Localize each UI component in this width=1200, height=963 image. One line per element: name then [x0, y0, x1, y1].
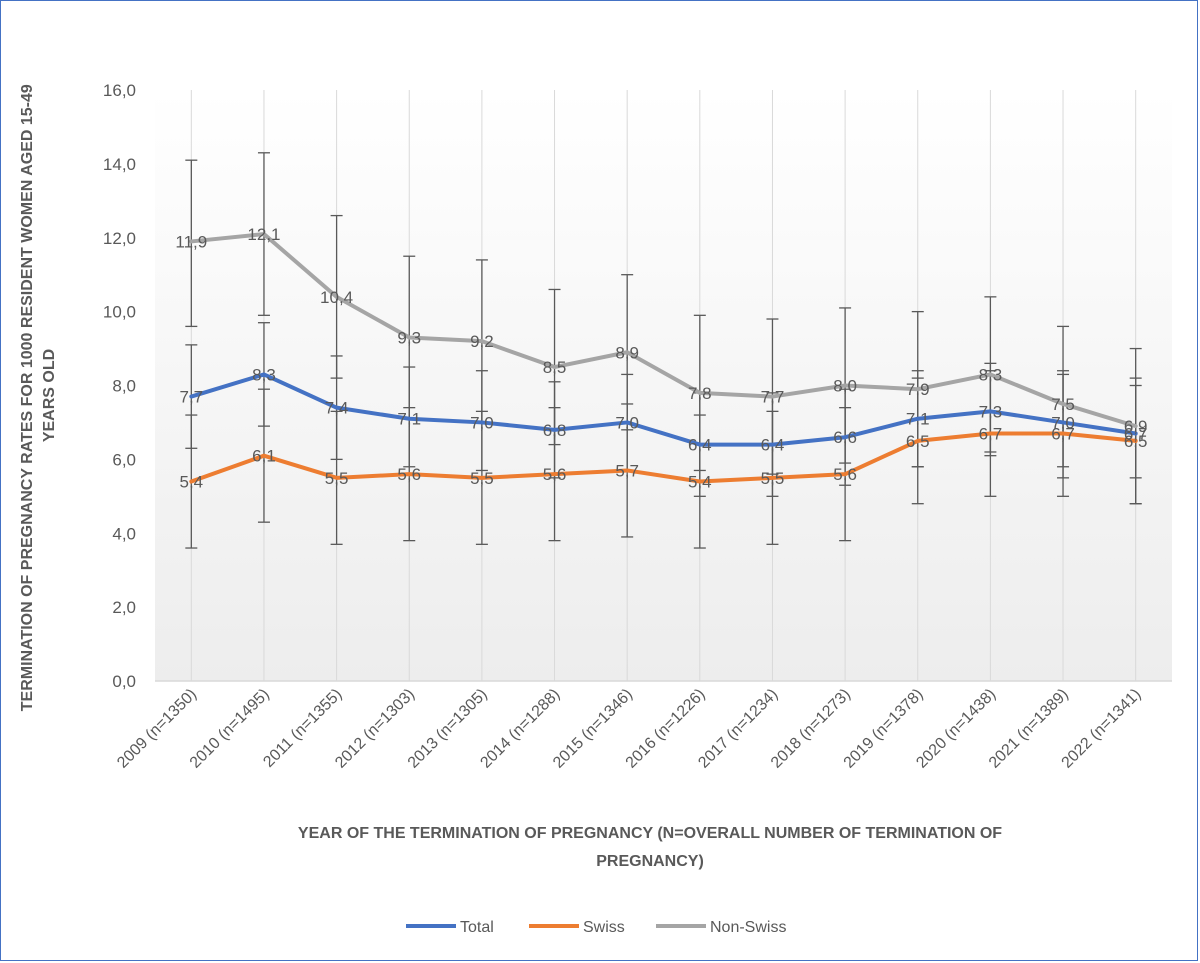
data-label-total: 6,4: [688, 436, 712, 455]
series-line-non-swiss: [189, 232, 1138, 429]
data-label-non-swiss: 7,9: [906, 380, 930, 399]
y-axis-title-line-1: TERMINATION OF PREGNANCY RATES FOR 1000 …: [19, 84, 36, 711]
legend-label-total: Total: [460, 919, 494, 936]
data-label-total: 6,6: [833, 428, 857, 447]
legend: Total Swiss Non-Swiss: [406, 919, 786, 936]
y-axis-title-line-2: YEARS OLD: [41, 349, 58, 442]
data-label-total: 6,8: [543, 421, 567, 440]
series-line-total: [189, 372, 1138, 447]
data-label-swiss: 5,4: [180, 473, 204, 492]
data-label-total: 7,0: [470, 413, 494, 432]
y-tick-label: 12,0: [103, 229, 136, 248]
data-label-swiss: 6,1: [252, 447, 276, 466]
data-label-total: 6,7: [1124, 425, 1148, 444]
data-label-total: 7,0: [615, 413, 639, 432]
data-label-swiss: 5,4: [688, 473, 712, 492]
data-label-swiss: 6,7: [1051, 425, 1075, 444]
series-line-swiss: [189, 431, 1138, 484]
data-label-non-swiss: 8,3: [979, 365, 1003, 384]
data-label-swiss: 6,5: [906, 432, 930, 451]
legend-label-swiss: Swiss: [583, 919, 625, 936]
data-label-non-swiss: 9,3: [397, 328, 421, 347]
y-axis-ticks: 0,0 2,0 4,0 6,0 8,0 10,0 12,0 14,0 16,0: [103, 81, 136, 691]
y-tick-label: 10,0: [103, 303, 136, 322]
y-tick-label: 6,0: [112, 450, 136, 469]
series-lines: [189, 232, 1138, 484]
y-tick-label: 4,0: [112, 524, 136, 543]
data-label-swiss: 5,6: [833, 465, 857, 484]
x-axis-title-line-1: YEAR OF THE TERMINATION OF PREGNANCY (N=…: [298, 825, 1002, 842]
data-label-total: 7,0: [1051, 413, 1075, 432]
data-label-total: 7,7: [180, 388, 204, 407]
y-tick-label: 16,0: [103, 81, 136, 100]
data-label-non-swiss: 8,9: [615, 343, 639, 362]
x-tick-label: 2022 (n=1341): [1059, 686, 1145, 772]
data-label-swiss: 5,6: [397, 465, 421, 484]
y-axis-title: TERMINATION OF PREGNANCY RATES FOR 1000 …: [19, 80, 58, 712]
x-axis-ticks: 2009 (n=1350)2010 (n=1495)2011 (n=1355)2…: [114, 686, 1144, 772]
y-tick-label: 0,0: [112, 672, 136, 691]
data-label-non-swiss: 10,4: [320, 288, 353, 307]
y-tick-label: 14,0: [103, 155, 136, 174]
data-label-swiss: 6,7: [979, 425, 1003, 444]
data-label-swiss: 5,5: [761, 469, 785, 488]
data-label-swiss: 6,5: [1124, 432, 1148, 451]
data-label-total: 7,1: [397, 410, 421, 429]
data-labels: 7,78,37,47,1 7,0 6,8 7,06,4 6,4 6,67,1 7,37,06…: [175, 225, 1147, 491]
data-label-swiss: 5,6: [543, 465, 567, 484]
data-label-non-swiss: 11,9: [175, 232, 207, 251]
data-label-non-swiss: 7,7: [761, 388, 785, 407]
plot-area: [155, 90, 1172, 681]
data-label-non-swiss: 8,0: [833, 377, 857, 396]
data-label-non-swiss: 9,2: [470, 332, 494, 351]
legend-label-non-swiss: Non-Swiss: [710, 919, 786, 936]
data-label-total: 7,4: [325, 399, 349, 418]
data-label-total: 7,3: [979, 402, 1003, 421]
data-label-total: 6,4: [761, 436, 785, 455]
data-label-non-swiss: 12,1: [247, 225, 280, 244]
y-tick-label: 8,0: [112, 377, 136, 396]
y-tick-label: 2,0: [112, 598, 136, 617]
data-label-non-swiss: 7,5: [1051, 395, 1075, 414]
data-label-non-swiss: 6,9: [1124, 417, 1148, 436]
x-axis-title-line-2: PREGNANCY): [596, 853, 704, 870]
data-label-total: 7,1: [906, 410, 930, 429]
data-label-total: 8,3: [252, 365, 276, 384]
data-label-swiss: 5,5: [470, 469, 494, 488]
data-label-non-swiss: 7,8: [688, 384, 712, 403]
data-label-swiss: 5,5: [325, 469, 349, 488]
data-label-non-swiss: 8,5: [543, 358, 567, 377]
data-label-swiss: 5,7: [615, 461, 639, 480]
